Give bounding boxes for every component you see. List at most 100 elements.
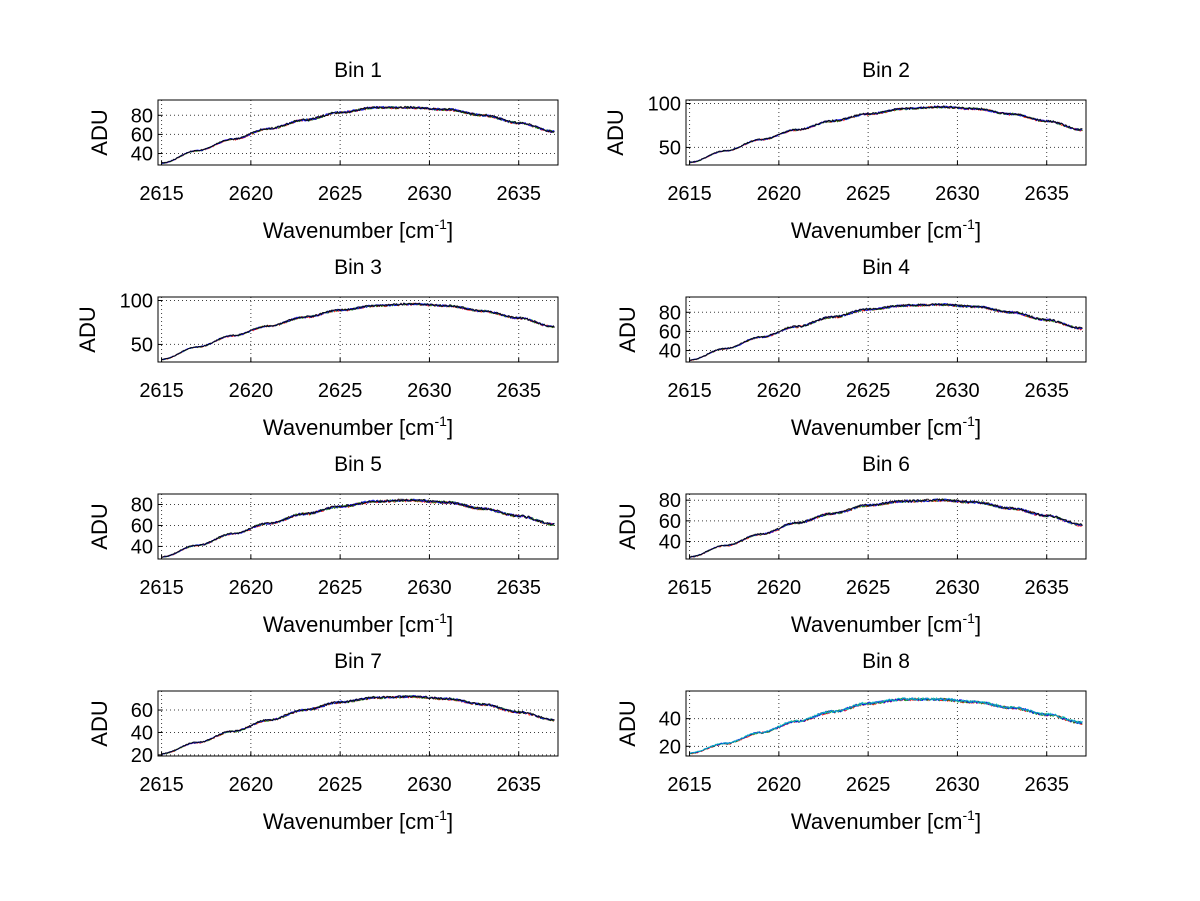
axes-box (685, 296, 1087, 363)
x-tick-label: 2625 (846, 380, 891, 402)
y-axis-label: ADU (603, 109, 628, 155)
x-axis-label-superscript: -1 (963, 413, 976, 429)
x-tick-label: 2615 (667, 577, 712, 599)
x-axis-label-superscript: -1 (963, 610, 976, 626)
subplot-title: Bin 4 (862, 256, 910, 279)
x-tick-label: 2635 (1024, 774, 1069, 796)
y-axis-label: ADU (75, 306, 100, 352)
x-tick-label: 2630 (407, 577, 452, 599)
x-tick-label: 2620 (757, 774, 802, 796)
x-axis-label-text: Wavenumber [cm (263, 809, 435, 834)
y-axis-label: ADU (87, 109, 112, 155)
subplot-title: Bin 8 (862, 650, 910, 673)
y-tick-label: 80 (659, 302, 681, 324)
y-tick-label: 80 (131, 494, 153, 516)
x-axis-label-superscript: -1 (435, 216, 448, 232)
x-tick-label: 2620 (229, 380, 274, 402)
y-axis-label: ADU (615, 503, 640, 549)
x-axis-label-text: Wavenumber [cm (263, 218, 435, 243)
x-axis-label-close: ] (447, 809, 453, 834)
y-tick-label: 40 (659, 709, 681, 731)
series-line-green (689, 498, 1083, 558)
x-axis-label-close: ] (975, 612, 981, 637)
axes-box (685, 99, 1087, 166)
subplot-bin-2: Bin 2 2615 2620 2625 2630 2635 50 100 ADU Wavenum… (603, 59, 1087, 243)
x-axis-label-superscript: -1 (963, 807, 976, 823)
x-tick-label: 2620 (757, 380, 802, 402)
x-tick-label: 2625 (846, 577, 891, 599)
x-axis-label: Wavenumber [cm-1] (263, 216, 453, 243)
series-line-green (689, 697, 1083, 755)
series-line-red (161, 498, 555, 559)
axes-box (157, 493, 559, 560)
x-tick-label: 2630 (935, 774, 980, 796)
series-line-red (689, 697, 1083, 755)
series-line-blue (161, 302, 555, 361)
x-axis-label-text: Wavenumber [cm (263, 612, 435, 637)
y-tick-label: 20 (131, 745, 153, 767)
axes-box (157, 296, 559, 363)
x-tick-label: 2635 (496, 577, 541, 599)
y-tick-label: 40 (659, 531, 681, 553)
series-line-blue (689, 105, 1083, 164)
y-tick-label: 40 (131, 536, 153, 558)
axes-box (157, 690, 559, 757)
series-line-dark (161, 498, 555, 558)
x-tick-label: 2615 (667, 183, 712, 205)
series-line-red (689, 498, 1083, 558)
subplot-title: Bin 3 (334, 256, 382, 279)
series-line-green (161, 498, 555, 558)
x-tick-label: 2625 (318, 774, 363, 796)
x-tick-label: 2615 (667, 774, 712, 796)
x-tick-label: 2630 (407, 774, 452, 796)
axes-box (685, 493, 1087, 560)
x-axis-label: Wavenumber [cm-1] (263, 807, 453, 834)
x-axis-label: Wavenumber [cm-1] (791, 610, 981, 637)
axes-box (157, 99, 559, 166)
series-line-dark (161, 105, 555, 164)
y-tick-label: 80 (131, 105, 153, 127)
x-tick-label: 2615 (139, 577, 184, 599)
y-axis-label: ADU (615, 700, 640, 746)
y-tick-label: 60 (131, 515, 153, 537)
y-tick-label: 60 (131, 124, 153, 146)
y-tick-label: 80 (659, 490, 681, 512)
x-tick-label: 2625 (318, 183, 363, 205)
series-line-blue (689, 697, 1083, 754)
subplot-title: Bin 2 (862, 59, 910, 82)
x-axis-label-superscript: -1 (435, 413, 448, 429)
x-tick-label: 2635 (1024, 183, 1069, 205)
series-line-red (161, 302, 555, 361)
series-line-dark (161, 695, 555, 755)
series-line-blue (161, 498, 555, 558)
x-axis-label-text: Wavenumber [cm (791, 809, 963, 834)
x-tick-label: 2630 (935, 380, 980, 402)
x-tick-label: 2625 (846, 183, 891, 205)
y-tick-label: 40 (131, 144, 153, 166)
series-line-dark (689, 303, 1083, 361)
series-line-green (161, 695, 555, 755)
x-tick-label: 2615 (139, 380, 184, 402)
x-axis-label: Wavenumber [cm-1] (791, 413, 981, 440)
x-tick-label: 2620 (229, 577, 274, 599)
x-tick-label: 2630 (935, 183, 980, 205)
x-tick-label: 2625 (318, 380, 363, 402)
x-axis-label-text: Wavenumber [cm (263, 415, 435, 440)
x-tick-label: 2615 (667, 380, 712, 402)
x-axis-label: Wavenumber [cm-1] (791, 807, 981, 834)
y-tick-label: 60 (659, 321, 681, 343)
x-tick-label: 2615 (139, 774, 184, 796)
y-tick-label: 60 (131, 700, 153, 722)
x-tick-label: 2625 (318, 577, 363, 599)
x-axis-label-text: Wavenumber [cm (791, 415, 963, 440)
y-axis-label: ADU (615, 306, 640, 352)
series-line-blue (161, 694, 555, 755)
x-axis-label: Wavenumber [cm-1] (263, 610, 453, 637)
x-axis-label-close: ] (447, 218, 453, 243)
x-axis-label: Wavenumber [cm-1] (791, 216, 981, 243)
series-line-dark (161, 302, 555, 360)
